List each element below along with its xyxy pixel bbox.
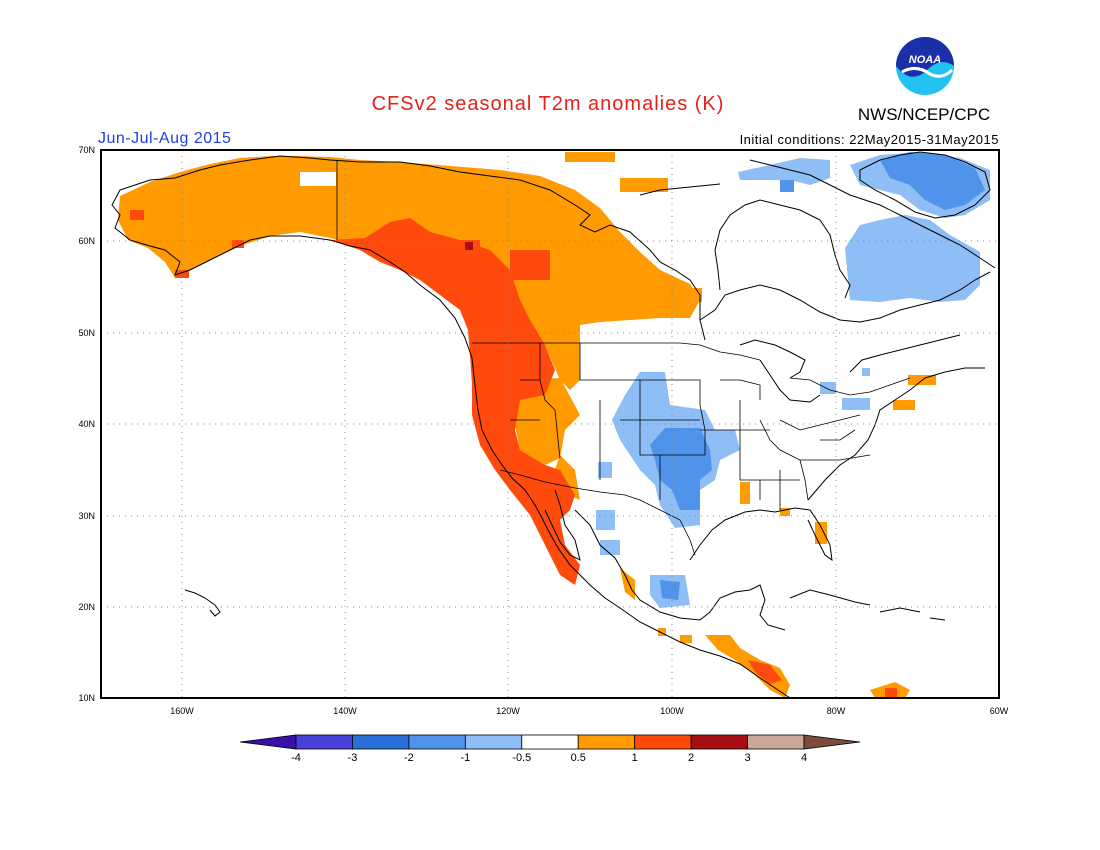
- colorbar-tick-label: -4: [291, 752, 301, 764]
- coastlines: [111, 151, 996, 698]
- anomaly-westcoast-hot: [330, 218, 580, 585]
- y-tick-label: 20N: [78, 602, 95, 612]
- map-graticule: [101, 150, 999, 698]
- y-tick-label: 50N: [78, 328, 95, 338]
- colorbar-tick-label: -1: [460, 752, 470, 764]
- anomaly-greatbasin-warm: [514, 378, 580, 465]
- colorbar-bin: [577, 734, 636, 750]
- y-tick-label: 30N: [78, 511, 95, 521]
- forecast-period: Jun-Jul-Aug 2015: [98, 130, 231, 147]
- agency-label: NWS/NCEP/CPC: [858, 105, 990, 124]
- x-tick-label: 160W: [170, 706, 194, 716]
- colorbar-bin: [747, 734, 805, 750]
- noaa-logo-text: NOAA: [909, 54, 941, 66]
- colorbar-bin: [803, 734, 861, 750]
- x-tick-label: 120W: [496, 706, 520, 716]
- anomaly-texas-colder: [650, 428, 712, 510]
- colorbar-tick-label: 4: [801, 752, 807, 764]
- initial-conditions: Initial conditions: 22May2015-31May2015: [740, 132, 999, 147]
- colorbar-bin: [239, 734, 297, 750]
- colorbar-tick-label: 2: [688, 752, 694, 764]
- x-tick-label: 60W: [990, 706, 1009, 716]
- colorbar-tick-label: -3: [348, 752, 358, 764]
- noaa-logo: NOAA: [894, 35, 956, 97]
- colorbar-legend: -4 -3 -2 -1 -0.5 0.5 1 2 3 4: [239, 734, 861, 764]
- political-boundaries: [336, 160, 911, 556]
- anomaly-alaska-warm: [118, 156, 700, 390]
- colorbar-bin: [464, 734, 523, 750]
- anomaly-baffin-colder: [880, 152, 985, 210]
- colorbar-bin: [690, 734, 748, 750]
- y-tick-label: 10N: [78, 693, 95, 703]
- y-tick-label: 40N: [78, 419, 95, 429]
- x-tick-label: 80W: [827, 706, 846, 716]
- colorbar-bin: [634, 734, 692, 750]
- map-frame: [100, 149, 1000, 699]
- y-tick-label: 70N: [78, 145, 95, 155]
- colorbar-tick-label: 3: [744, 752, 750, 764]
- colorbar-bin: [521, 734, 579, 750]
- x-tick-label: 140W: [333, 706, 357, 716]
- colorbar-tick-label: -2: [404, 752, 414, 764]
- x-tick-label: 100W: [660, 706, 684, 716]
- colorbar-bin: [408, 734, 466, 750]
- colorbar-tick-label: 0.5: [571, 752, 586, 764]
- colorbar-bin: [295, 734, 353, 750]
- colorbar-tick-label: -0.5: [512, 752, 531, 764]
- anomaly-field: [118, 152, 990, 698]
- colorbar-tick-label: 1: [632, 752, 638, 764]
- anomaly-labrador-cool: [845, 215, 980, 302]
- y-tick-label: 60N: [78, 236, 95, 246]
- axis-labels: 160W 140W 120W 100W 80W 60W 10N 20N 30N …: [78, 145, 1008, 716]
- colorbar-bin: [352, 734, 410, 750]
- chart-title: CFSv2 seasonal T2m anomalies (K): [372, 93, 725, 115]
- map-plot-area: [101, 150, 999, 698]
